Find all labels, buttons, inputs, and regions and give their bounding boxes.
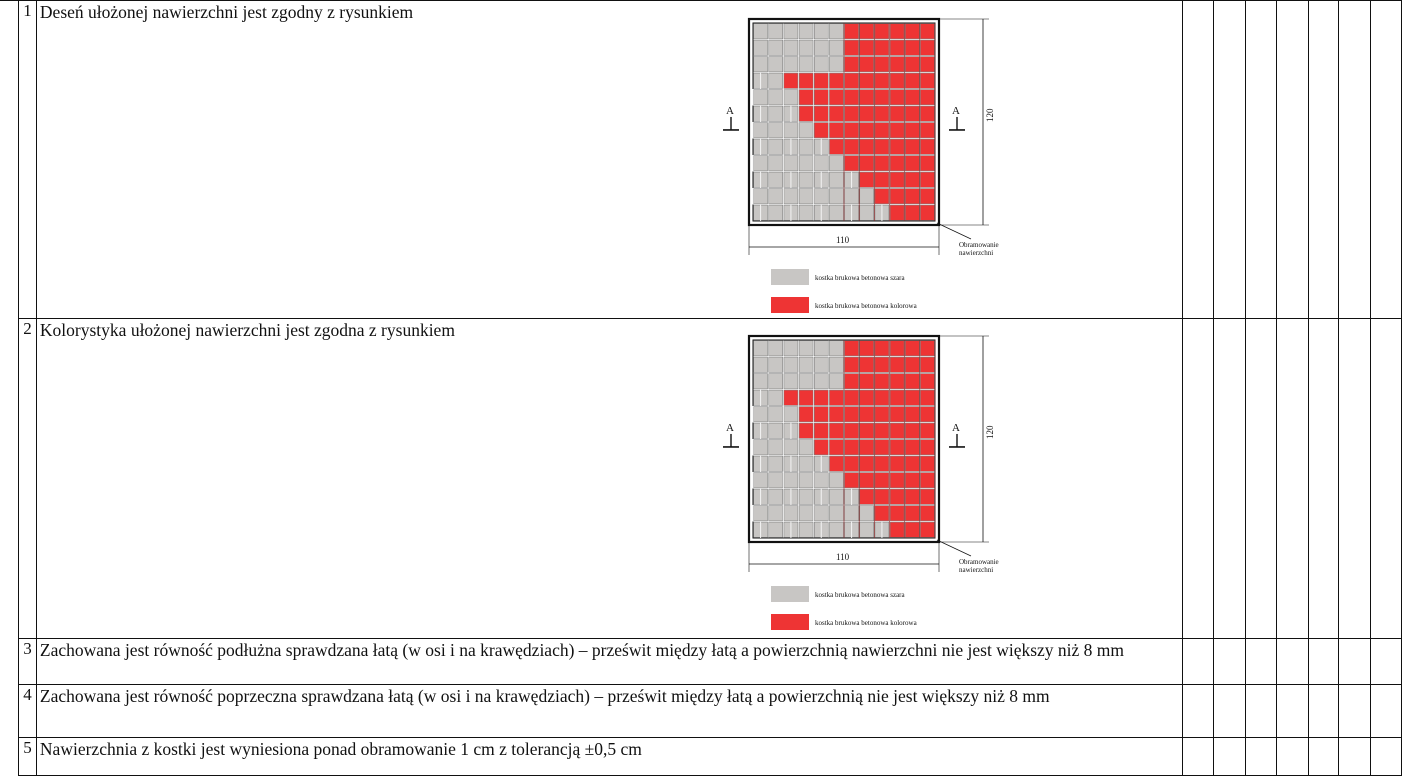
check-cell[interactable] <box>1181 638 1215 685</box>
row-number: 3 <box>18 638 37 685</box>
row-number: 1 <box>18 0 37 319</box>
width-dimension-label: 110 <box>836 235 850 245</box>
table-row: 4 Zachowana jest równość poprzeczna spra… <box>18 684 1402 738</box>
table-row: 1 Deseń ułożonej nawierzchni jest zgodny… <box>18 0 1402 319</box>
check-cell[interactable] <box>1213 0 1247 319</box>
row-number: 2 <box>18 318 37 639</box>
check-cell[interactable] <box>1181 0 1215 319</box>
table-row: 5 Nawierzchnia z kostki jest wyniesiona … <box>18 737 1402 776</box>
check-cell[interactable] <box>1275 684 1309 738</box>
check-cell[interactable] <box>1338 684 1372 738</box>
section-mark-label: A <box>952 105 960 117</box>
row-description-cell: Zachowana jest równość poprzeczna sprawd… <box>35 684 1183 738</box>
check-cell[interactable] <box>1213 737 1247 776</box>
section-mark-label: A <box>726 105 734 117</box>
legend-gray-label: kostka brukowa betonowa szara <box>815 274 906 282</box>
check-cell[interactable] <box>1275 737 1309 776</box>
check-cell[interactable] <box>1245 0 1277 319</box>
check-cell[interactable] <box>1338 318 1372 639</box>
row-description-cell: Zachowana jest równość podłużna sprawdza… <box>35 638 1183 685</box>
height-dimension-label: 120 <box>985 425 995 439</box>
row-description: Zachowana jest równość podłużna sprawdza… <box>39 640 1125 660</box>
section-mark-label: A <box>726 422 734 434</box>
row-description: Zachowana jest równość poprzeczna sprawd… <box>39 686 1050 706</box>
row-number: 5 <box>18 737 37 776</box>
row-description: Kolorystyka ułożonej nawierzchni jest zg… <box>39 320 455 340</box>
border-label: nawierzchni <box>959 249 993 257</box>
check-cell[interactable] <box>1370 638 1402 685</box>
check-cell[interactable] <box>1213 318 1247 639</box>
check-cell[interactable] <box>1307 318 1340 639</box>
check-cell[interactable] <box>1370 0 1402 319</box>
legend-red-label: kostka brukowa betonowa kolorowa <box>815 619 918 627</box>
check-cell[interactable] <box>1275 318 1309 639</box>
paving-pattern-figure: A A 120 110 Obramowanie nawierzchni kostka bru… <box>701 15 1021 315</box>
check-cell[interactable] <box>1307 737 1340 776</box>
legend-gray-label: kostka brukowa betonowa szara <box>815 591 906 599</box>
paving-color-figure: A A 120 110 Obramowanie nawierzchni kostka bru… <box>701 332 1021 632</box>
check-cell[interactable] <box>1307 684 1340 738</box>
border-label: Obramowanie <box>959 558 999 566</box>
check-cell[interactable] <box>1370 318 1402 639</box>
row-description-cell: Nawierzchnia z kostki jest wyniesiona po… <box>35 737 1183 776</box>
width-dimension-label: 110 <box>836 552 850 562</box>
check-cell[interactable] <box>1370 684 1402 738</box>
border-label: Obramowanie <box>959 241 999 249</box>
border-label: nawierzchni <box>959 566 993 574</box>
check-cell[interactable] <box>1181 737 1215 776</box>
check-cell[interactable] <box>1245 638 1277 685</box>
row-description: Deseń ułożonej nawierzchni jest zgodny z… <box>39 2 414 22</box>
check-cell[interactable] <box>1181 684 1215 738</box>
table-row: 3 Zachowana jest równość podłużna sprawd… <box>18 638 1402 685</box>
check-cell[interactable] <box>1245 737 1277 776</box>
row-number: 4 <box>18 684 37 738</box>
check-cell[interactable] <box>1275 0 1309 319</box>
check-cell[interactable] <box>1275 638 1309 685</box>
check-cell[interactable] <box>1181 318 1215 639</box>
legend-red-label: kostka brukowa betonowa kolorowa <box>815 302 918 310</box>
check-cell[interactable] <box>1338 0 1372 319</box>
checklist-table: 1 Deseń ułożonej nawierzchni jest zgodny… <box>18 0 1402 776</box>
check-cell[interactable] <box>1307 638 1340 685</box>
row-description-cell: Kolorystyka ułożonej nawierzchni jest zg… <box>35 318 1183 639</box>
row-description: Nawierzchnia z kostki jest wyniesiona po… <box>39 739 642 759</box>
check-cell[interactable] <box>1245 318 1277 639</box>
section-mark-label: A <box>952 422 960 434</box>
table-row: 2 Kolorystyka ułożonej nawierzchni jest … <box>18 318 1402 639</box>
check-cell[interactable] <box>1338 638 1372 685</box>
check-cell[interactable] <box>1370 737 1402 776</box>
check-cell[interactable] <box>1213 684 1247 738</box>
height-dimension-label: 120 <box>985 108 995 122</box>
check-cell[interactable] <box>1338 737 1372 776</box>
check-cell[interactable] <box>1307 0 1340 319</box>
row-description-cell: Deseń ułożonej nawierzchni jest zgodny z… <box>35 0 1183 319</box>
check-cell[interactable] <box>1213 638 1247 685</box>
check-cell[interactable] <box>1245 684 1277 738</box>
